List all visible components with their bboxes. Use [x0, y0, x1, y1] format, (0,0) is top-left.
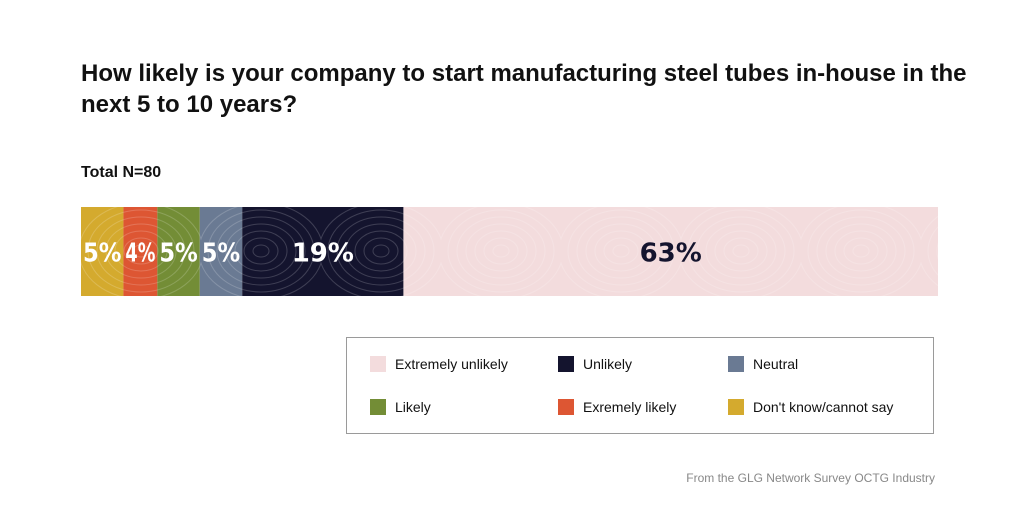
- bar-label-likely: 5%: [159, 239, 197, 269]
- legend-item-extremely-unlikely: Extremely unlikely: [370, 356, 508, 372]
- bar-texture-exremely-likely: [123, 207, 158, 296]
- bar-texture-neutral: [199, 207, 243, 296]
- legend-item-unlikely: Unlikely: [558, 356, 632, 372]
- bar-texture-extremely-unlikely: [403, 207, 938, 296]
- legend-swatch: [370, 356, 386, 372]
- bar-label-exremely-likely: 4%: [125, 239, 155, 269]
- sample-size-label: Total N=80: [81, 164, 162, 181]
- legend-item-likely: Likely: [370, 399, 431, 415]
- stacked-bar-svg: 5% 4% 5% 5% 19% 63%: [81, 207, 938, 296]
- bar-label-unlikely: 19%: [292, 239, 354, 269]
- legend-label: Exremely likely: [583, 399, 677, 415]
- legend-label: Extremely unlikely: [395, 356, 508, 372]
- source-note: From the GLG Network Survey OCTG Industr…: [686, 471, 935, 485]
- chart-title: How likely is your company to start manu…: [81, 60, 967, 118]
- legend-label: Unlikely: [583, 356, 633, 372]
- bar-texture-don-t-know-cannot-say: [81, 207, 124, 296]
- legend-item-extremely-likely: Exremely likely: [558, 399, 676, 415]
- legend-swatch: [728, 399, 744, 415]
- legend: Extremely unlikely Unlikely Neutral Like…: [346, 337, 934, 434]
- bar-label-neutral: 5%: [202, 239, 240, 269]
- legend-swatch: [370, 399, 386, 415]
- legend-swatch: [728, 356, 744, 372]
- legend-item-dont-know: Don't know/cannot say: [728, 399, 893, 415]
- bar-label-extremely-unlikely: 63%: [640, 239, 702, 269]
- bar-texture-likely: [157, 207, 200, 296]
- legend-item-neutral: Neutral: [728, 356, 798, 372]
- legend-label: Likely: [395, 399, 431, 415]
- legend-swatch: [558, 399, 574, 415]
- bar-label-don-t-know-cannot-say: 5%: [83, 239, 121, 269]
- bar-texture-unlikely: [242, 207, 404, 296]
- legend-label: Neutral: [753, 356, 799, 372]
- legend-swatch: [558, 356, 574, 372]
- stacked-bar: 5% 4% 5% 5% 19% 63%: [81, 207, 938, 296]
- legend-label: Don't know/cannot say: [753, 399, 894, 415]
